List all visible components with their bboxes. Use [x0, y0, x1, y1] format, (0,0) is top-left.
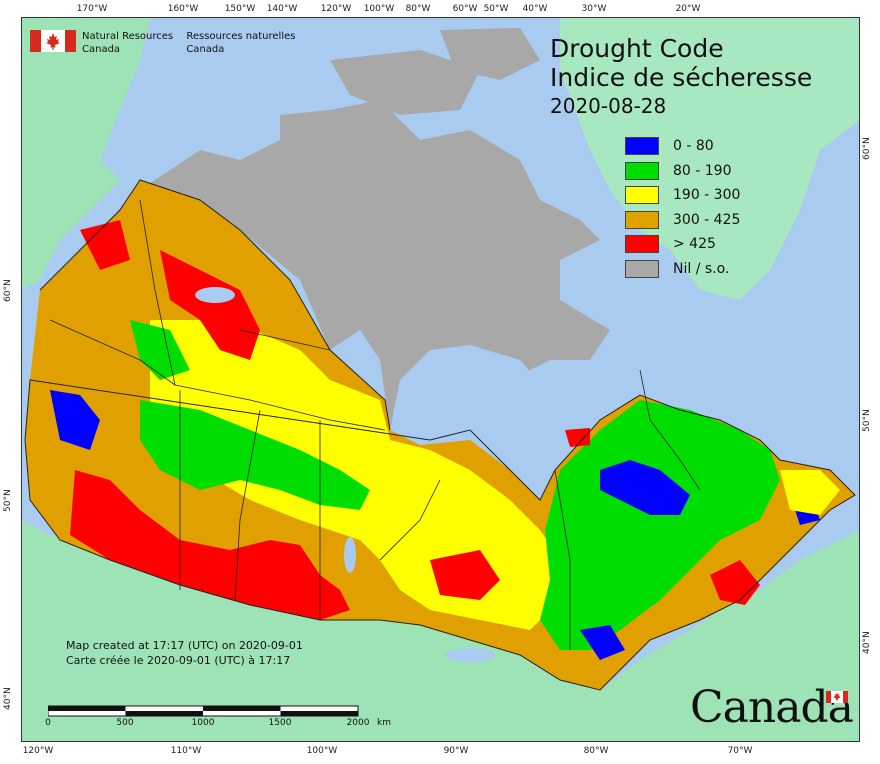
- graticule-top-label: 150°W: [224, 4, 256, 14]
- graticule-top-label: 120°W: [320, 4, 352, 14]
- legend-swatch: [625, 210, 659, 229]
- legend-item: 0 - 80: [625, 134, 740, 159]
- graticule-right-label: 40°N: [862, 631, 872, 654]
- newfoundland: [780, 470, 840, 515]
- scale-bar-graphic: [48, 705, 359, 717]
- legend-swatch: [625, 186, 659, 205]
- department-fr-line1: Ressources naturelles: [186, 31, 296, 42]
- legend-label: 300 - 425: [673, 211, 741, 228]
- title-english: Drought Code: [550, 34, 724, 63]
- lake-superior: [445, 648, 495, 662]
- graticule-top-label: 20°W: [675, 4, 701, 14]
- zone-red-yukon: [80, 220, 130, 270]
- scale-label: 2000: [346, 718, 370, 728]
- legend-item: 80 - 190: [625, 159, 740, 184]
- graticule-top-label: 80°W: [405, 4, 431, 14]
- alaska: [21, 17, 150, 290]
- scale-label: 1000: [191, 718, 215, 728]
- legend-item: 300 - 425: [625, 208, 740, 233]
- zone-red-ontario: [430, 550, 500, 600]
- hudson-bay: [390, 345, 560, 470]
- graticule-top-label: 170°W: [76, 4, 108, 14]
- title-french: Indice de sécheresse: [550, 63, 813, 92]
- zone-green-east: [540, 400, 780, 650]
- scale-unit: km: [377, 718, 391, 728]
- zone-red-maritimes: [710, 560, 760, 605]
- zone-blue-bc: [50, 390, 100, 450]
- department-en-line1: Natural Resources: [82, 31, 174, 42]
- graticule-right-label: 60°N: [862, 137, 872, 160]
- department-name-fr: Ressources naturelles Canada: [186, 30, 295, 56]
- canada-wordmark: Canada: [690, 682, 854, 733]
- nrcan-signature: Natural Resources Canada Ressources natu…: [30, 30, 305, 56]
- lake-winnipeg: [344, 537, 356, 573]
- wordmark-maple-leaf-icon: [833, 692, 841, 702]
- graticule-bottom-label: 110°W: [170, 746, 202, 756]
- canada-flag-icon: [30, 30, 76, 52]
- department-name: Natural Resources Canada Ressources natu…: [82, 30, 305, 56]
- legend-swatch: [625, 137, 659, 156]
- title-date: 2020-08-28: [550, 94, 667, 118]
- arctic-island-1: [330, 50, 480, 115]
- legend-label: 190 - 300: [673, 187, 741, 204]
- zone-red-prairies: [70, 470, 350, 620]
- zone-blue-ontario: [580, 625, 625, 660]
- department-name-en: Natural Resources Canada: [82, 30, 173, 56]
- map-title: Drought Code Indice de sécheresse 2020-0…: [550, 34, 812, 120]
- legend-label: Nil / s.o.: [673, 260, 730, 277]
- graticule-top-label: 40°W: [522, 4, 548, 14]
- legend-label: > 425: [673, 236, 716, 253]
- creation-note-fr: Carte créée le 2020-09-01 (UTC) à 17:17: [66, 654, 291, 667]
- zone-green-west: [140, 400, 370, 510]
- united-states: [21, 520, 860, 742]
- zone-red-nwt: [160, 250, 260, 360]
- legend-swatch: [625, 161, 659, 180]
- zone-red-quebec: [565, 428, 590, 447]
- zone-blue-quebec: [600, 460, 690, 515]
- zone-green-nwt: [130, 320, 190, 380]
- legend-label: 80 - 190: [673, 162, 732, 179]
- scale-label: 500: [116, 718, 134, 728]
- legend-swatch: [625, 259, 659, 278]
- legend-item: Nil / s.o.: [625, 257, 740, 282]
- legend-item: > 425: [625, 232, 740, 257]
- graticule-top-label: 60°W: [452, 4, 478, 14]
- graticule-bottom-label: 120°W: [22, 746, 54, 756]
- department-en-line2: Canada: [82, 44, 121, 55]
- legend-item: 190 - 300: [625, 183, 740, 208]
- graticule-bottom-label: 80°W: [583, 746, 609, 756]
- graticule-top-label: 100°W: [363, 4, 395, 14]
- maple-leaf-icon: [46, 33, 60, 50]
- graticule-left-label: 40°N: [3, 687, 13, 710]
- legend-label: 0 - 80: [673, 138, 714, 155]
- wordmark-flag-icon: [826, 691, 848, 703]
- graticule-right-label: 50°N: [862, 409, 872, 432]
- graticule-bottom-label: 70°W: [727, 746, 753, 756]
- canada-outline: [24, 179, 856, 691]
- great-slave-lake: [195, 287, 235, 303]
- graticule-top-label: 50°W: [483, 4, 509, 14]
- scale-label: 0: [45, 718, 51, 728]
- graticule-left-label: 60°N: [3, 279, 13, 302]
- arctic-island-3: [280, 110, 330, 150]
- greenland: [560, 17, 860, 300]
- graticule-left-label: 50°N: [3, 489, 13, 512]
- legend: 0 - 80 80 - 190 190 - 300 300 - 425 > 42…: [625, 134, 740, 281]
- creation-note: Map created at 17:17 (UTC) on 2020-09-01…: [66, 638, 303, 668]
- graticule-top-label: 160°W: [167, 4, 199, 14]
- province-boundaries: [49, 199, 701, 650]
- scale-label: 1500: [268, 718, 292, 728]
- graticule-top-label: 140°W: [266, 4, 298, 14]
- zone-yellow: [150, 320, 560, 630]
- creation-note-en: Map created at 17:17 (UTC) on 2020-09-01: [66, 639, 303, 652]
- department-fr-line2: Canada: [186, 44, 225, 55]
- legend-swatch: [625, 235, 659, 254]
- arctic-nil-region: [140, 100, 610, 430]
- graticule-bottom-label: 90°W: [443, 746, 469, 756]
- graticule-top-label: 30°W: [581, 4, 607, 14]
- arctic-island-2: [440, 28, 540, 80]
- graticule-bottom-label: 100°W: [306, 746, 338, 756]
